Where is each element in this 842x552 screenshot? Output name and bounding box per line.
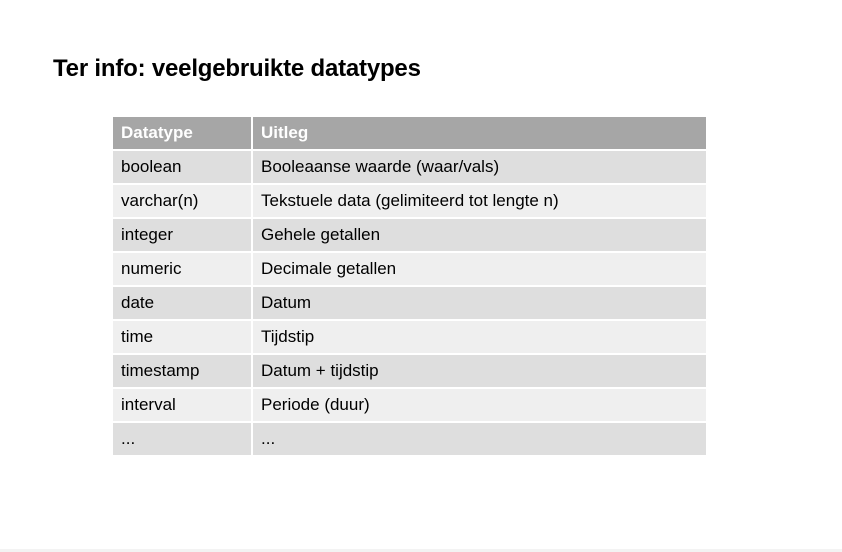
datatype-cell: integer	[113, 218, 252, 253]
datatype-cell: timestamp	[113, 354, 252, 389]
datatype-cell: date	[113, 286, 252, 321]
table-row: numeric Decimale getallen	[113, 252, 706, 287]
table-row: interval Periode (duur)	[113, 388, 706, 423]
table-row: time Tijdstip	[113, 320, 706, 355]
datatype-cell: ...	[113, 422, 252, 457]
description-cell: Periode (duur)	[251, 388, 706, 423]
description-cell: Datum	[251, 286, 706, 321]
description-cell: Datum + tijdstip	[251, 354, 706, 389]
table-row: ... ...	[113, 422, 706, 457]
table-row: boolean Booleaanse waarde (waar/vals)	[113, 150, 706, 185]
page-title: Ter info: veelgebruikte datatypes	[53, 55, 421, 82]
datatypes-table: Datatype Uitleg boolean Booleaanse waard…	[113, 117, 706, 457]
table-header-row: Datatype Uitleg	[113, 117, 706, 151]
datatype-cell: numeric	[113, 252, 252, 287]
table-row: date Datum	[113, 286, 706, 321]
description-cell: Tekstuele data (gelimiteerd tot lengte n…	[251, 184, 706, 219]
description-cell: Gehele getallen	[251, 218, 706, 253]
description-cell: Booleaanse waarde (waar/vals)	[251, 150, 706, 185]
table-row: integer Gehele getallen	[113, 218, 706, 253]
column-header-datatype: Datatype	[113, 117, 252, 151]
datatype-cell: varchar(n)	[113, 184, 252, 219]
datatype-cell: time	[113, 320, 252, 355]
slide-bottom-edge	[0, 549, 842, 552]
table-row: varchar(n) Tekstuele data (gelimiteerd t…	[113, 184, 706, 219]
column-header-uitleg: Uitleg	[251, 117, 706, 151]
description-cell: ...	[251, 422, 706, 457]
table-row: timestamp Datum + tijdstip	[113, 354, 706, 389]
description-cell: Decimale getallen	[251, 252, 706, 287]
description-cell: Tijdstip	[251, 320, 706, 355]
datatype-cell: interval	[113, 388, 252, 423]
datatype-cell: boolean	[113, 150, 252, 185]
